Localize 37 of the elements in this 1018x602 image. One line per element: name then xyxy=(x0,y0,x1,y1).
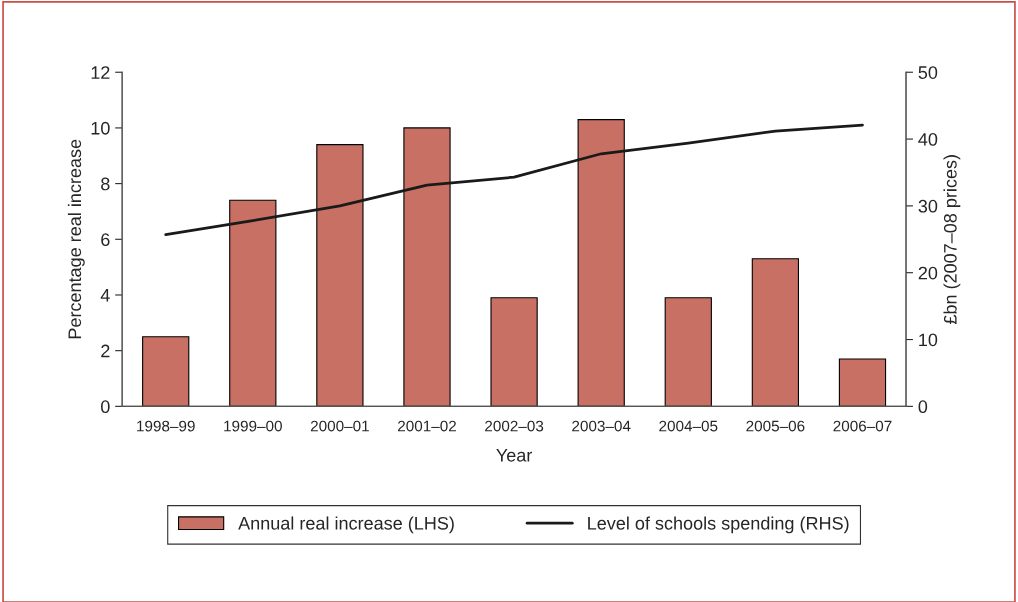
legend-label: Level of schools spending (RHS) xyxy=(588,516,849,534)
y2-tick-label: 50 xyxy=(918,66,938,79)
bar xyxy=(664,297,712,407)
bar xyxy=(229,199,277,407)
x-tick-label: 2003–04 xyxy=(572,420,631,432)
x-tick-label: 1999–00 xyxy=(224,420,282,432)
y-tick-label: 2 xyxy=(101,344,110,358)
y-tick-label: 12 xyxy=(91,66,110,79)
y-tick-label: 8 xyxy=(101,177,110,191)
x-tick-label: 2006–07 xyxy=(833,420,892,432)
y-tick-label: 6 xyxy=(101,233,110,247)
y-tick-label: 4 xyxy=(100,289,110,302)
legend-label: Annual real increase (LHS) xyxy=(238,516,454,534)
x-tick-label: 2002–03 xyxy=(485,420,544,432)
x-tick-label: 2004–05 xyxy=(659,420,718,432)
y2-tick-label: 10 xyxy=(919,333,938,347)
y-axis-title: Percentage real increase xyxy=(67,139,85,339)
y2-tick-label: 40 xyxy=(918,133,938,146)
y2-tick-label: 0 xyxy=(918,400,928,414)
y2-axis-title: £bn (2007–08 prices) xyxy=(943,155,961,325)
line-series xyxy=(164,123,864,237)
y-tick-label: 0 xyxy=(101,400,110,414)
x-tick-label: 2001–02 xyxy=(398,420,456,432)
bar xyxy=(838,358,887,407)
x-tick-label: 2000–01 xyxy=(310,420,369,432)
x-axis-title: Year xyxy=(496,449,533,462)
bar xyxy=(577,119,625,407)
x-tick-label: 2005–06 xyxy=(746,420,805,432)
bar xyxy=(403,127,451,407)
bar xyxy=(316,144,364,407)
bar xyxy=(142,336,190,407)
x-tick-label: 1998–99 xyxy=(137,420,195,432)
y2-tick-label: 20 xyxy=(918,266,938,280)
y2-tick-label: 30 xyxy=(918,199,938,213)
bar xyxy=(751,258,800,407)
y-tick-label: 10 xyxy=(91,121,110,135)
bar xyxy=(490,297,538,407)
